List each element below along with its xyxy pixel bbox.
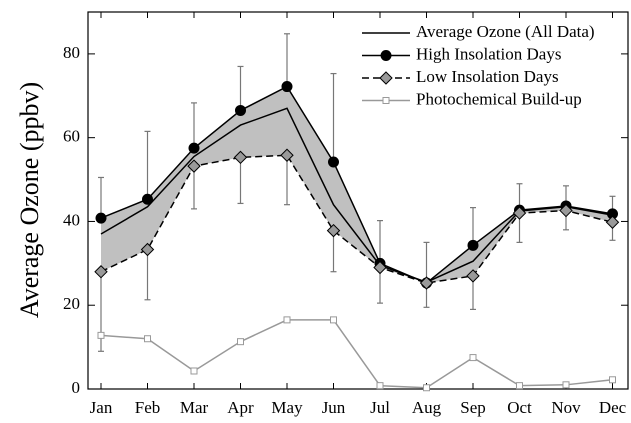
data-point: [423, 384, 430, 392]
data-point: [190, 367, 198, 375]
data-point: [95, 212, 107, 224]
x-tick-label: May: [271, 398, 303, 417]
y-tick-label: 60: [63, 127, 80, 146]
data-point: [140, 242, 155, 257]
legend-label: High Insolation Days: [416, 44, 561, 63]
legend-label: Average Ozone (All Data): [416, 22, 595, 41]
x-tick-label: Sep: [460, 398, 486, 417]
data-point: [605, 215, 620, 229]
data-point: [280, 148, 294, 162]
x-tick-label: Mar: [180, 398, 209, 417]
data-point: [94, 265, 108, 279]
data-point: [326, 223, 341, 238]
data-point: [419, 276, 434, 290]
y-tick-label: 0: [72, 378, 81, 397]
data-point: [235, 104, 246, 116]
data-point: [188, 142, 200, 154]
data-point: [283, 316, 291, 324]
legend-marker: [379, 71, 393, 85]
data-point: [142, 193, 153, 205]
data-point: [559, 203, 573, 218]
data-point: [187, 159, 201, 173]
x-tick-label: Oct: [507, 398, 532, 417]
data-point: [328, 156, 339, 168]
x-tick-label: Jun: [322, 398, 346, 417]
legend-marker: [382, 97, 390, 104]
legend-label: Low Insolation Days: [416, 67, 559, 86]
y-tick-label: 80: [63, 43, 80, 62]
series-line: [100, 319, 613, 389]
data-point: [281, 81, 293, 93]
x-tick-label: Dec: [599, 398, 627, 417]
data-point: [467, 239, 479, 251]
series-line: [100, 107, 613, 283]
plot-frame: [87, 11, 629, 390]
x-tick-label: Apr: [227, 398, 254, 417]
y-tick-label: 40: [63, 210, 80, 229]
band-fill: [101, 86, 613, 284]
data-point: [144, 335, 151, 343]
data-point: [466, 269, 480, 283]
data-point: [97, 331, 105, 339]
data-point: [330, 316, 337, 324]
x-tick-label: Aug: [412, 398, 442, 417]
legend-label: Photochemical Build-up: [416, 89, 582, 108]
series-line: [100, 85, 613, 284]
data-point: [516, 382, 523, 390]
data-point: [469, 354, 477, 362]
y-axis-label: Average Ozone (ppbv): [15, 82, 44, 318]
data-point: [376, 382, 384, 390]
legend-marker: [380, 50, 392, 61]
x-tick-label: Nov: [551, 398, 581, 417]
x-tick-label: Feb: [135, 398, 161, 417]
data-point: [373, 260, 387, 275]
data-point: [237, 338, 244, 346]
x-tick-label: Jul: [370, 398, 390, 417]
x-tick-label: Jan: [90, 398, 113, 417]
data-point: [609, 376, 616, 384]
data-point: [233, 150, 248, 165]
y-tick-label: 20: [63, 294, 80, 313]
data-point: [512, 206, 527, 220]
data-point: [562, 381, 570, 389]
